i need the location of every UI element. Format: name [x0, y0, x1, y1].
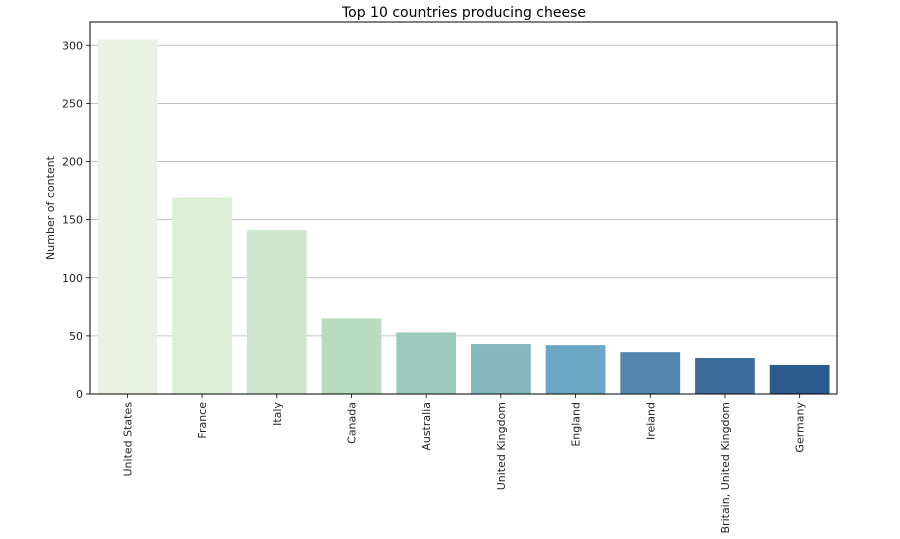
y-tick-label: 50 [69, 330, 83, 343]
bar-italy [246, 230, 307, 394]
x-tick-label: Germany [794, 402, 807, 453]
y-tick-label: 300 [62, 39, 83, 52]
bar-ireland [620, 352, 681, 394]
y-tick-label: 150 [62, 214, 83, 227]
x-tick-label: United States [121, 402, 134, 477]
chart-title: Top 10 countries producing cheese [341, 5, 586, 21]
y-tick-label: 250 [62, 97, 83, 110]
x-tick-label: France [196, 402, 209, 439]
y-tick-label: 0 [76, 388, 83, 401]
bar-australia [396, 332, 457, 394]
bars [97, 39, 830, 394]
bar-britain-united-kingdom [695, 357, 755, 394]
x-tick-label: Australia [420, 402, 433, 451]
bar-united-kingdom [470, 344, 531, 394]
y-tick-label: 200 [62, 156, 83, 169]
bar-germany [769, 364, 830, 394]
x-tick-label: Canada [345, 402, 358, 444]
x-tick-label: United Kingdom [495, 402, 508, 490]
bar-united-states [97, 39, 158, 394]
x-tick-label: England [570, 402, 583, 447]
x-tick-label: Ireland [644, 402, 657, 440]
bar-france [172, 197, 232, 394]
x-tick-label: Italy [271, 402, 284, 426]
x-tick-label: Britain, United Kingdom [719, 402, 732, 534]
bar-england [545, 345, 606, 394]
x-axis-ticks: United States France Italy Canada Australia U… [121, 394, 807, 534]
y-axis-label: Number of content [44, 155, 57, 260]
bar-canada [321, 318, 382, 394]
y-tick-label: 100 [62, 272, 83, 285]
plot-frame [89, 21, 838, 395]
y-axis-ticks: 0 50 100 150 200 250 300 [62, 39, 90, 401]
